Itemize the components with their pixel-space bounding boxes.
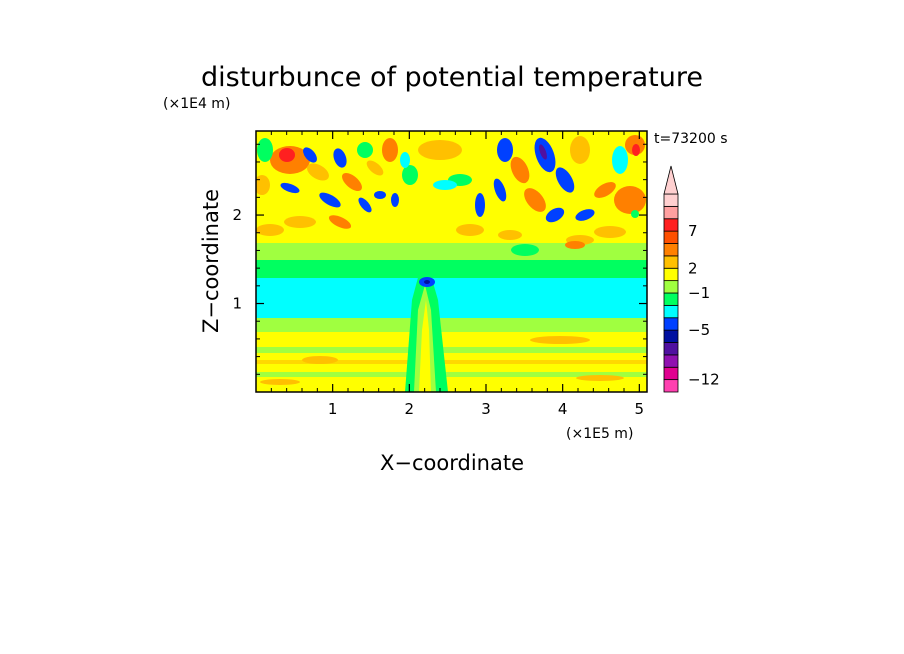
colorbar-level-15 bbox=[663, 205, 679, 220]
y-tick-label-1: 1 bbox=[232, 295, 242, 313]
low-cell-2 bbox=[530, 336, 590, 344]
colorbar-extend-arrow bbox=[663, 165, 679, 195]
band-low-1 bbox=[256, 347, 647, 353]
colorbar-level-6 bbox=[663, 317, 679, 331]
layer-low-green bbox=[256, 318, 647, 332]
y-axis: 12 bbox=[232, 143, 647, 375]
colorbar-level-7 bbox=[663, 304, 679, 319]
contour-field bbox=[256, 131, 647, 392]
colorbar-label-9: −1 bbox=[688, 284, 710, 302]
colorbar-level-1 bbox=[663, 379, 679, 393]
colorbar-level-11 bbox=[663, 255, 679, 269]
colorbar-level-16 bbox=[663, 193, 679, 207]
x-tick-label-2: 2 bbox=[405, 400, 415, 418]
x-tick-label-3: 3 bbox=[481, 400, 491, 418]
wave-fan-left bbox=[256, 138, 418, 236]
y-axis-label: Z−coordinate bbox=[199, 189, 223, 333]
colorbar-label-2: −12 bbox=[688, 371, 720, 389]
colorbar-level-4 bbox=[663, 342, 679, 356]
colorbar-level-14 bbox=[663, 218, 679, 232]
colorbar-level-10 bbox=[663, 267, 679, 282]
column-top-dark bbox=[424, 280, 430, 284]
plot-frame bbox=[255, 130, 648, 393]
x-tick-label-4: 4 bbox=[558, 400, 568, 418]
x-tick-label-1: 1 bbox=[328, 400, 338, 418]
colorbar-label-14: 7 bbox=[688, 222, 698, 240]
layer-upper-green bbox=[256, 240, 647, 260]
x-axis: 1 2 3 4 5 bbox=[270, 131, 645, 418]
colorbar-label-11: 2 bbox=[688, 259, 698, 277]
colorbar-level-5 bbox=[663, 329, 679, 343]
band-low-2 bbox=[256, 372, 647, 377]
wave-fan-right bbox=[418, 135, 646, 256]
low-cell-1 bbox=[302, 356, 338, 364]
low-cell-3 bbox=[260, 379, 300, 385]
x-axis-label: X−coordinate bbox=[380, 451, 524, 475]
colorbar-level-2 bbox=[663, 366, 679, 381]
colorbar-level-13 bbox=[663, 230, 679, 244]
layer-cyan bbox=[256, 278, 647, 318]
colorbar-level-9 bbox=[663, 280, 679, 294]
low-cell-4 bbox=[576, 375, 624, 381]
chart-title: disturbunce of potential temperature bbox=[201, 62, 703, 93]
band-low-3 bbox=[256, 360, 647, 364]
x-tick-label-5: 5 bbox=[635, 400, 645, 418]
colorbar-label-6: −5 bbox=[688, 321, 710, 339]
colorbar-level-3 bbox=[663, 354, 679, 368]
colorbar-level-12 bbox=[663, 243, 679, 257]
y-unit-label: (×1E4 m) bbox=[163, 96, 230, 112]
layer-green bbox=[256, 258, 647, 280]
colorbar: −12−5−127 bbox=[663, 165, 720, 393]
convective-core-inner bbox=[419, 300, 431, 392]
time-label: t=73200 s bbox=[654, 131, 728, 147]
colorbar-level-8 bbox=[663, 292, 679, 306]
x-unit-label: (×1E5 m) bbox=[566, 426, 633, 442]
y-tick-label-2: 2 bbox=[232, 206, 242, 224]
